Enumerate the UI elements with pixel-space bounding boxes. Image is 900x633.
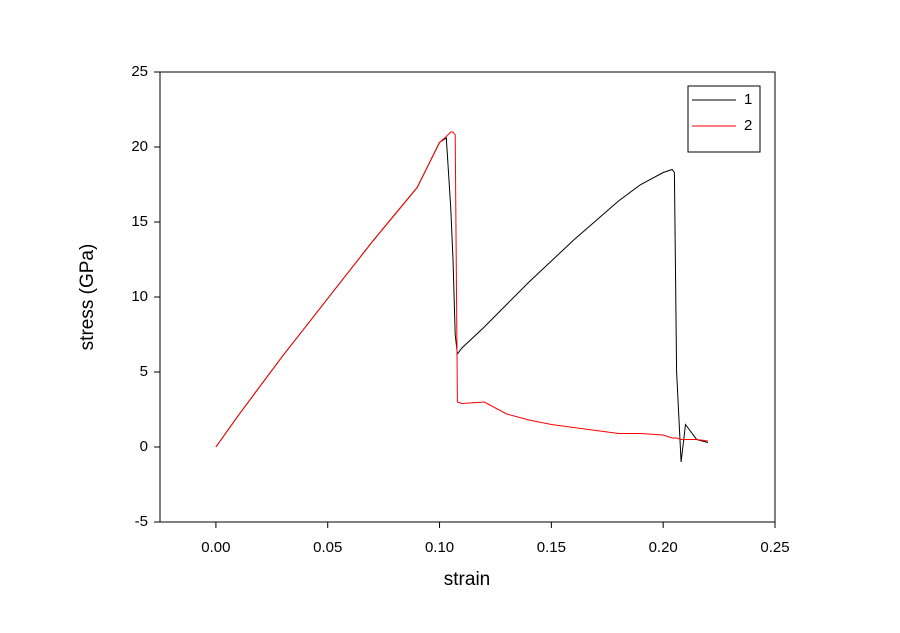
x-tick-label: 0.15 [537,539,566,556]
y-tick-label: 15 [131,213,148,230]
x-tick-label: 0.20 [649,539,678,556]
x-tick-label: 0.05 [313,539,342,556]
y-tick-label: 20 [131,138,148,155]
y-axis-title: stress (GPa) [77,244,98,351]
x-tick-label: 0.00 [201,539,230,556]
x-axis-title: strain [444,569,490,590]
y-tick-label: 5 [140,363,148,380]
legend-label: 2 [744,117,752,134]
y-tick-label: 25 [131,63,148,80]
x-tick-label: 0.10 [425,539,454,556]
legend-label: 1 [744,91,752,108]
series-line [215,137,709,463]
series-line [215,131,708,448]
x-tick-label: 0.25 [760,539,789,556]
plot-frame [159,71,776,523]
legend-box [687,85,761,153]
y-tick-label: 10 [131,288,148,305]
y-tick-label: 0 [140,438,148,455]
y-tick-label: -5 [135,513,148,530]
